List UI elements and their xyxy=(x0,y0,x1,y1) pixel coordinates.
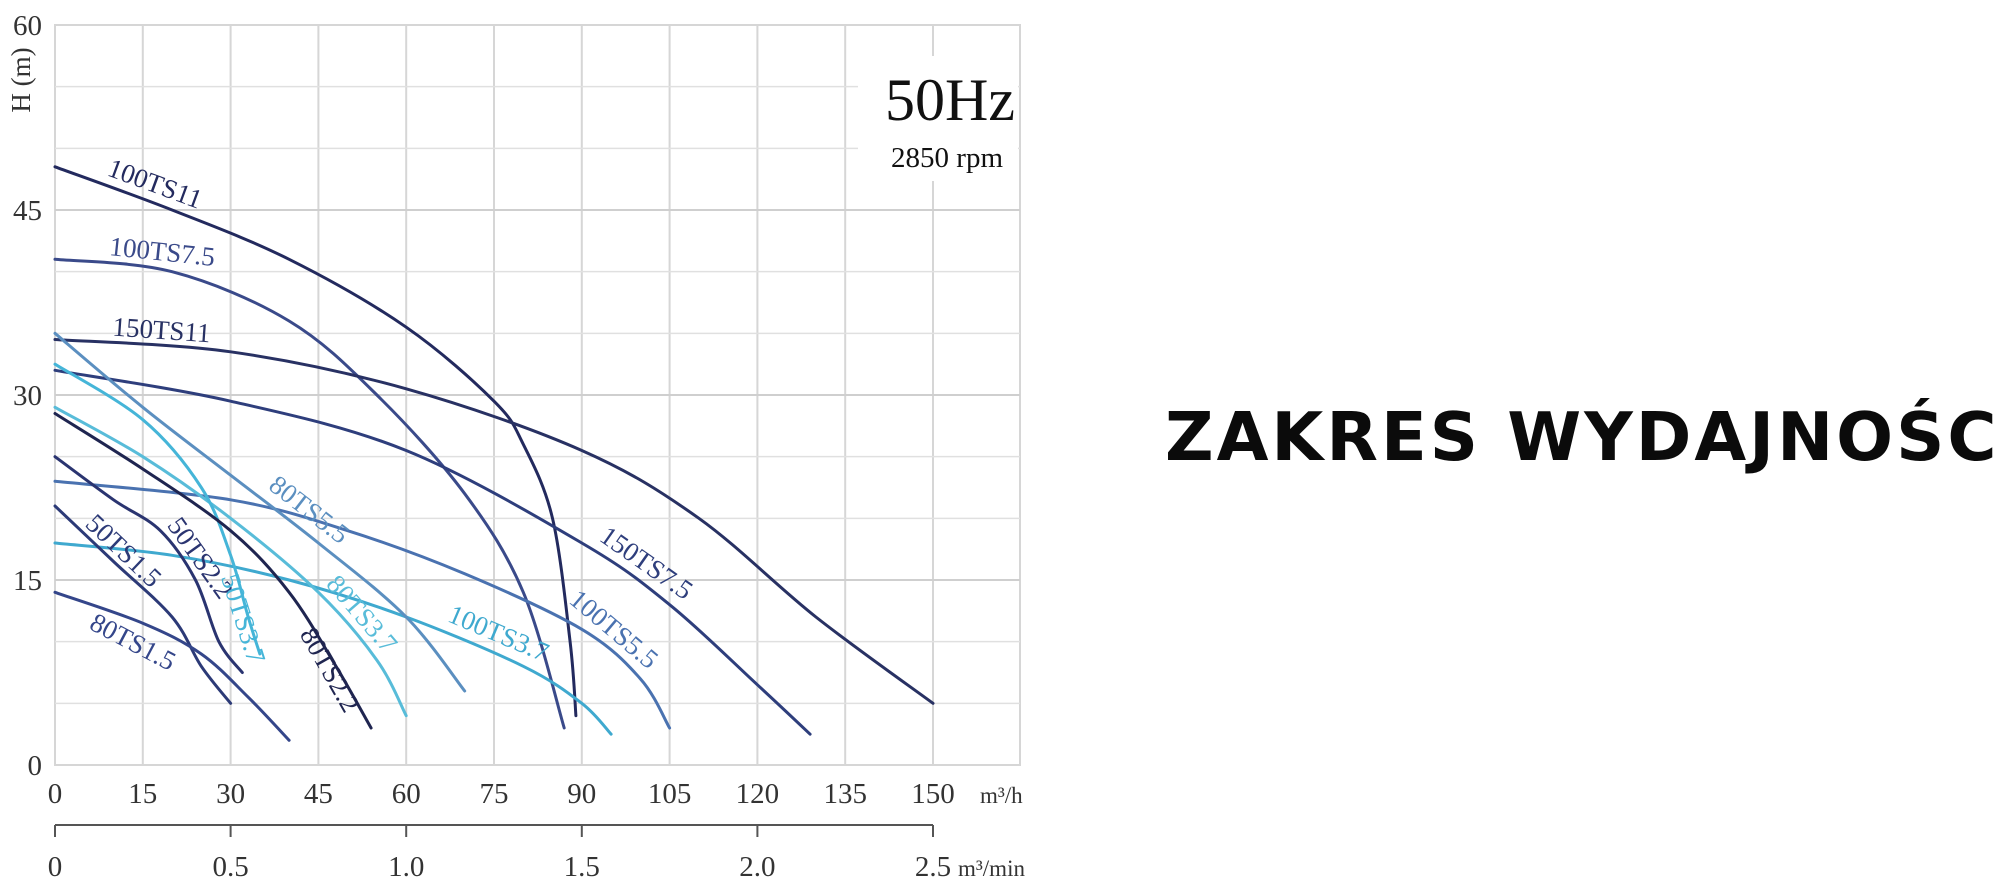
y-tick-label: 15 xyxy=(13,565,42,597)
curve-100TS3.7 xyxy=(53,541,613,736)
curve-150TS11 xyxy=(53,338,935,705)
x-tick-label: 60 xyxy=(392,778,421,810)
x-tick-label: 75 xyxy=(480,778,509,810)
x2-tick-label: 0 xyxy=(48,851,63,883)
x2-tick-label: 0.5 xyxy=(212,851,248,883)
curve-label: 50TS3.7 xyxy=(215,570,271,667)
x-tick-label: 90 xyxy=(567,778,596,810)
chart-grid xyxy=(54,24,1021,766)
chart-title: 50Hz xyxy=(885,67,1015,133)
curve-label: 100TS3.7 xyxy=(444,599,553,668)
curve-100TS11 xyxy=(53,165,578,718)
curve-label: 150TS7.5 xyxy=(595,520,699,605)
x2-axis-unit: m³/min xyxy=(958,856,1025,881)
chart-curves xyxy=(53,165,935,742)
y-tick-label: 0 xyxy=(28,750,43,782)
x-tick-label: 135 xyxy=(823,778,867,810)
x2-tick-label: 2.0 xyxy=(739,851,775,883)
x2-tick-label: 1.5 xyxy=(564,851,600,883)
curve-label: 150TS11 xyxy=(112,312,212,349)
chart-curve-labels: 100TS11100TS7.5150TS1180TS5.5150TS7.550T… xyxy=(80,153,698,718)
curve-80TS5.5 xyxy=(53,331,467,693)
section-heading: ZAKRES WYDAJNOŚCI xyxy=(1165,398,2000,476)
curve-80TS3.7 xyxy=(53,405,408,718)
curve-50TS3.7 xyxy=(53,362,262,656)
y-tick-label: 45 xyxy=(13,195,42,227)
x-tick-label: 0 xyxy=(48,778,63,810)
curve-50TS1.5 xyxy=(53,504,233,705)
chart-subtitle: 2850 rpm xyxy=(891,142,1003,174)
curve-100TS5.5 xyxy=(53,479,672,730)
curve-150TS7.5 xyxy=(53,368,812,736)
title-background xyxy=(858,56,1018,181)
curve-100TS7.5 xyxy=(53,257,566,730)
x-tick-label: 150 xyxy=(911,778,955,810)
y-tick-label: 30 xyxy=(13,380,42,412)
curve-label: 100TS7.5 xyxy=(108,231,216,272)
curve-80TS2.2 xyxy=(53,412,373,730)
x-tick-label: 15 xyxy=(128,778,157,810)
x-axis-unit: m³/h xyxy=(980,783,1023,808)
x-tick-label: 120 xyxy=(736,778,780,810)
x2-tick-label: 1.0 xyxy=(388,851,424,883)
curve-50TS2.2 xyxy=(53,455,244,674)
curve-label: 100TS11 xyxy=(104,153,206,215)
pump-performance-chart: 0 15 30 45 60 0 15 30 45 60 75 90 105 120 135 150 0 0.5 1.… xyxy=(6,10,1025,883)
curve-80TS1.5 xyxy=(53,590,291,742)
x-tick-label: 30 xyxy=(216,778,245,810)
chart-axes: 0 15 30 45 60 0 15 30 45 60 75 90 105 120 135 150 0 0.5 1.… xyxy=(13,10,955,883)
x-tick-label: 105 xyxy=(648,778,692,810)
y-axis-label: H (m) xyxy=(6,47,36,112)
x-tick-label: 45 xyxy=(304,778,333,810)
x2-tick-label: 2.5 xyxy=(915,851,951,883)
y-tick-label: 60 xyxy=(13,10,42,42)
